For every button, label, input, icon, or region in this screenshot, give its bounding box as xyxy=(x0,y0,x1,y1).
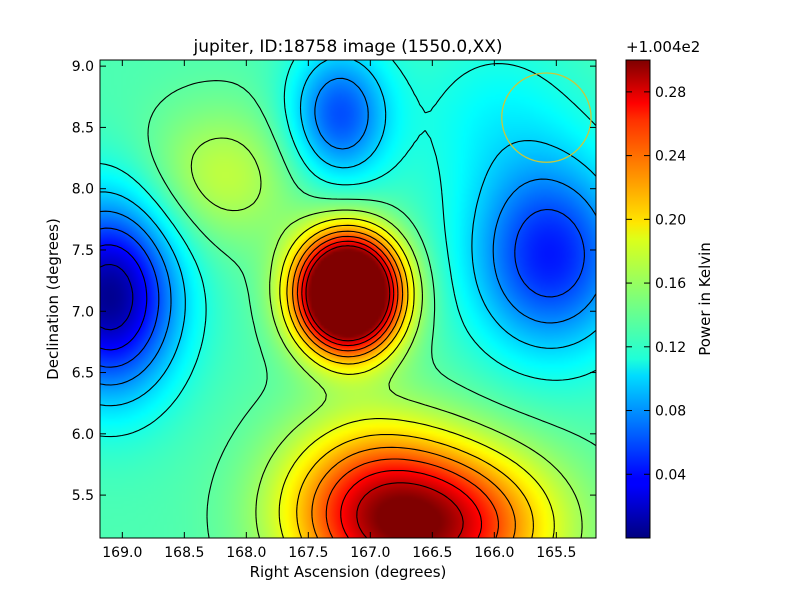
contour-line xyxy=(278,217,555,538)
colorbar-tick-label: 0.12 xyxy=(655,340,686,356)
contour-line xyxy=(147,80,596,538)
x-tick-label: 167.5 xyxy=(288,545,328,561)
y-tick-label: 8.0 xyxy=(72,182,94,198)
x-tick-label: 165.5 xyxy=(536,545,576,561)
colorbar-tick-label: 0.08 xyxy=(655,404,686,420)
colorbar-ticks: 0.04 0.08 0.12 0.16 0.20 0.24 0.28 xyxy=(626,85,686,483)
x-axis-label: Right Ascension (degrees) xyxy=(250,563,447,581)
y-axis-ticks: 5.5 6.0 6.5 7.0 7.5 8.0 8.5 9.0 xyxy=(72,59,596,504)
x-tick-label: 166.5 xyxy=(412,545,452,561)
x-tick-label: 169.0 xyxy=(102,545,142,561)
x-tick-label: 168.5 xyxy=(164,545,204,561)
contour-lines xyxy=(100,60,596,538)
x-axis-ticks: 169.0 168.5 168.0 167.5 167.0 166.5 166.0 165.5 xyxy=(102,60,576,561)
plot-area xyxy=(99,59,597,539)
colorbar-tick-label: 0.16 xyxy=(655,276,686,292)
y-tick-label: 8.5 xyxy=(72,120,94,136)
colorbar-tick-label: 0.04 xyxy=(655,467,686,483)
contour-line xyxy=(301,240,483,538)
colorbar: 0.04 0.08 0.12 0.16 0.20 0.24 0.28 +1.004e2 Po… xyxy=(625,38,714,539)
contour-line xyxy=(305,245,464,538)
contour-line xyxy=(100,263,134,331)
x-tick-label: 166.0 xyxy=(474,545,514,561)
chart-title: jupiter, ID:18758 image (1550.0,XX) xyxy=(192,37,502,57)
contour-line xyxy=(190,137,583,538)
x-tick-label: 168.0 xyxy=(226,545,266,561)
colorbar-tick-label: 0.24 xyxy=(655,149,686,165)
contour-line xyxy=(100,208,585,368)
contour-line xyxy=(292,230,516,538)
y-tick-label: 7.0 xyxy=(72,304,94,320)
plot-frame xyxy=(99,59,597,539)
y-axis-label: Declination (degrees) xyxy=(44,218,62,380)
colorbar-gradient xyxy=(625,59,651,539)
colorbar-tick-label: 0.28 xyxy=(655,85,686,101)
y-tick-label: 9.0 xyxy=(72,59,94,75)
contour-line xyxy=(100,244,148,351)
y-tick-label: 5.5 xyxy=(72,488,94,504)
heatmap-image xyxy=(100,60,596,538)
contour-line xyxy=(100,60,596,438)
colorbar-tick-label: 0.20 xyxy=(655,212,686,228)
colorbar-offset-text: +1.004e2 xyxy=(626,38,700,56)
y-tick-label: 6.0 xyxy=(72,427,94,443)
contour-line xyxy=(296,235,499,538)
colorbar-label: Power in Kelvin xyxy=(696,242,714,356)
beam-circle xyxy=(501,72,592,163)
y-tick-label: 7.5 xyxy=(72,243,94,259)
contour-line xyxy=(100,60,596,407)
contour-line xyxy=(286,224,534,538)
y-tick-label: 6.5 xyxy=(72,366,94,382)
x-tick-label: 167.0 xyxy=(350,545,390,561)
